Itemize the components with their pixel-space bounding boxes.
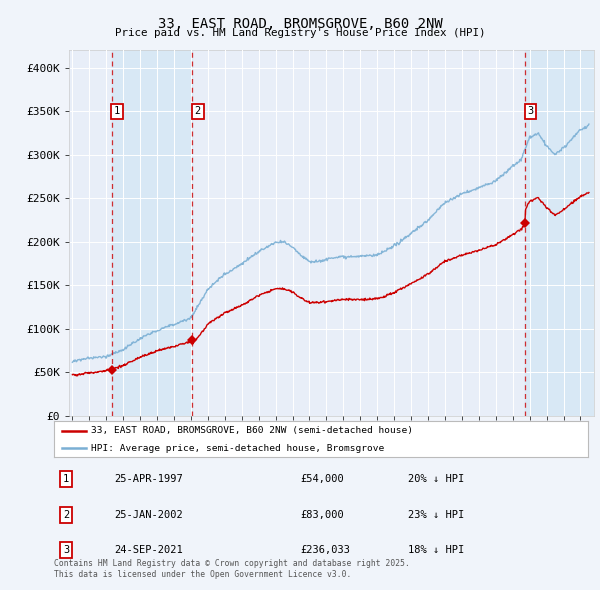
Text: £54,000: £54,000 (300, 474, 344, 484)
Text: HPI: Average price, semi-detached house, Bromsgrove: HPI: Average price, semi-detached house,… (91, 444, 385, 453)
Text: 2: 2 (63, 510, 69, 520)
Bar (525, 50, 594, 416)
Text: Price paid vs. HM Land Registry's House Price Index (HPI): Price paid vs. HM Land Registry's House … (115, 28, 485, 38)
Text: 18% ↓ HPI: 18% ↓ HPI (408, 545, 464, 555)
Text: 25-JAN-2002: 25-JAN-2002 (114, 510, 183, 520)
Text: 3: 3 (527, 106, 534, 116)
Text: 24-SEP-2021: 24-SEP-2021 (114, 545, 183, 555)
Text: 1: 1 (63, 474, 69, 484)
Text: Contains HM Land Registry data © Crown copyright and database right 2025.
This d: Contains HM Land Registry data © Crown c… (54, 559, 410, 579)
Text: £236,033: £236,033 (300, 545, 350, 555)
Text: £83,000: £83,000 (300, 510, 344, 520)
Text: 33, EAST ROAD, BROMSGROVE, B60 2NW: 33, EAST ROAD, BROMSGROVE, B60 2NW (158, 17, 442, 31)
Text: 1: 1 (114, 106, 120, 116)
Text: 2: 2 (194, 106, 201, 116)
Text: 33, EAST ROAD, BROMSGROVE, B60 2NW (semi-detached house): 33, EAST ROAD, BROMSGROVE, B60 2NW (semi… (91, 427, 413, 435)
Text: 3: 3 (63, 545, 69, 555)
Text: 20% ↓ HPI: 20% ↓ HPI (408, 474, 464, 484)
Bar (112, 50, 192, 416)
Text: 23% ↓ HPI: 23% ↓ HPI (408, 510, 464, 520)
Text: 25-APR-1997: 25-APR-1997 (114, 474, 183, 484)
